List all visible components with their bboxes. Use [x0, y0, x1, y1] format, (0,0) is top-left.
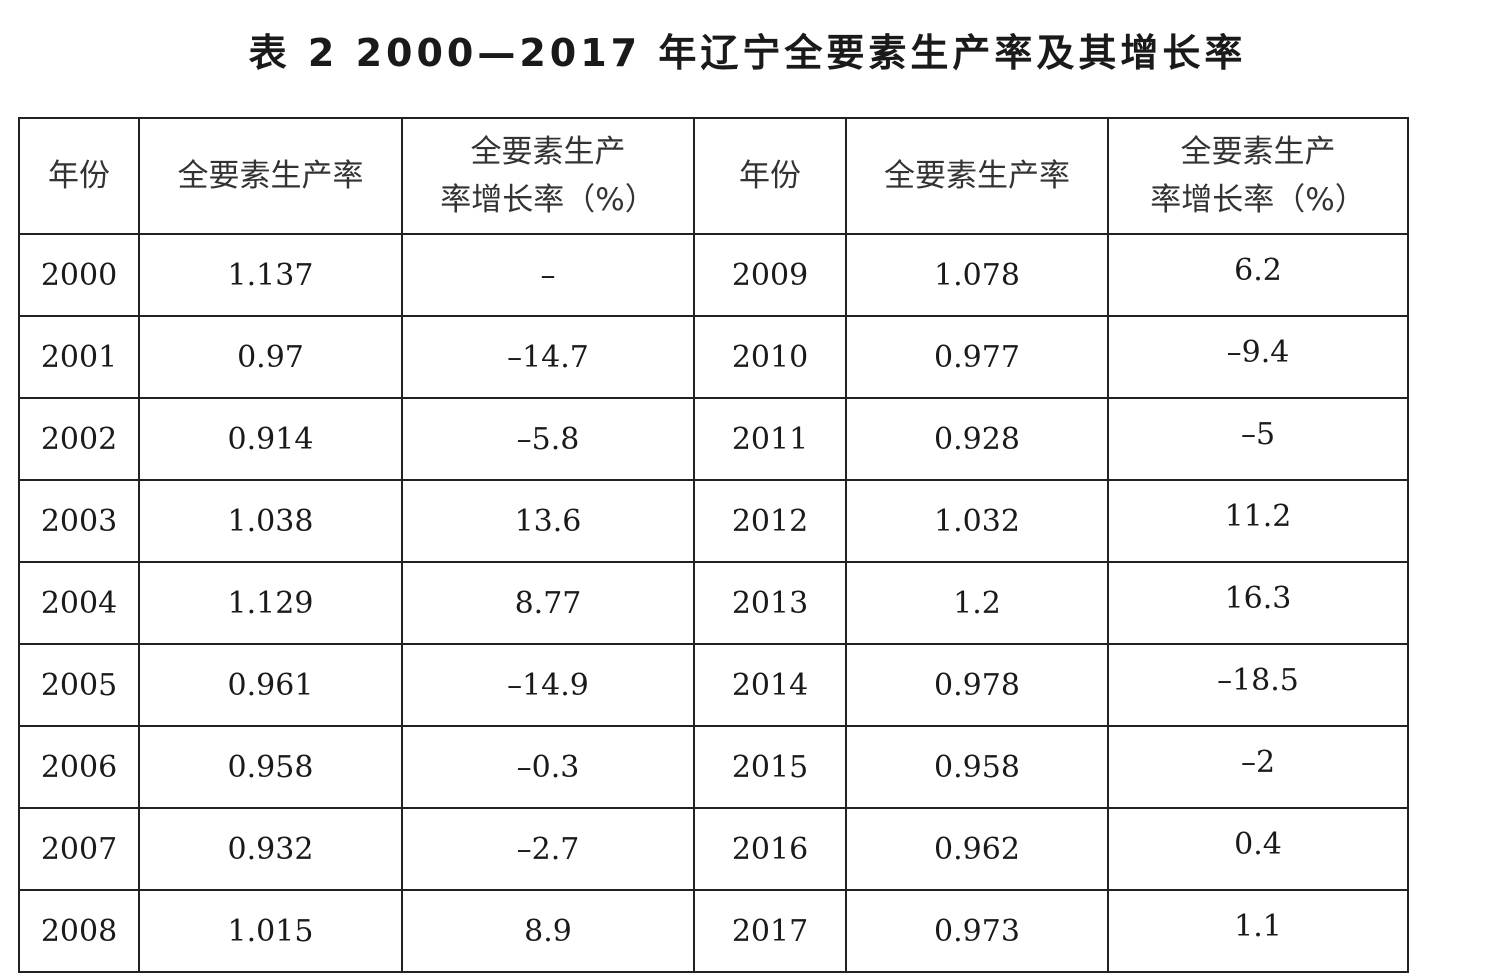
header-row: 年份 全要素生产率 全要素生产 率增长率（%） 年份 全要素生产率 全要素生产 … — [18, 117, 1409, 235]
year-cell: 2008 — [18, 889, 140, 973]
growth-cell: –14.9 — [401, 643, 695, 727]
growth-cell: –2 — [1107, 725, 1409, 809]
tfp-cell: 0.977 — [845, 315, 1109, 399]
year-cell: 2006 — [18, 725, 140, 809]
growth-cell: 8.77 — [401, 561, 695, 645]
year-cell: 2012 — [693, 479, 847, 563]
year-cell: 2002 — [18, 397, 140, 481]
year-cell: 2001 — [18, 315, 140, 399]
table-row: 2004 1.129 8.77 2013 1.2 16.3 — [18, 561, 1409, 645]
tfp-cell: 0.914 — [138, 397, 403, 481]
header-year-left: 年份 — [18, 117, 140, 235]
tfp-cell: 1.2 — [845, 561, 1109, 645]
growth-cell: 8.9 — [401, 889, 695, 973]
year-cell: 2009 — [693, 233, 847, 317]
header-growth-line1: 全要素生产 — [470, 134, 626, 170]
header-growth-line2: 率增长率（%） — [440, 182, 656, 218]
tfp-cell: 1.015 — [138, 889, 403, 973]
tfp-cell: 1.137 — [138, 233, 403, 317]
year-cell: 2004 — [18, 561, 140, 645]
tfp-cell: 0.932 — [138, 807, 403, 891]
year-cell: 2010 — [693, 315, 847, 399]
growth-cell: 16.3 — [1107, 561, 1409, 645]
tfp-cell: 0.97 — [138, 315, 403, 399]
growth-cell: –18.5 — [1107, 643, 1409, 727]
table-row: 2003 1.038 13.6 2012 1.032 11.2 — [18, 479, 1409, 563]
growth-cell: –14.7 — [401, 315, 695, 399]
tfp-cell: 1.129 — [138, 561, 403, 645]
header-year-right: 年份 — [693, 117, 847, 235]
table-row: 2002 0.914 –5.8 2011 0.928 –5 — [18, 397, 1409, 481]
table-title: 表 2 2000—2017 年辽宁全要素生产率及其增长率 — [248, 31, 1247, 75]
table-row: 2008 1.015 8.9 2017 0.973 1.1 — [18, 889, 1409, 973]
growth-cell: –0.3 — [401, 725, 695, 809]
header-growth-line1: 全要素生产 — [1180, 134, 1336, 170]
year-cell: 2017 — [693, 889, 847, 973]
year-cell: 2000 — [18, 233, 140, 317]
tfp-cell: 0.958 — [845, 725, 1109, 809]
header-tfp-left: 全要素生产率 — [138, 117, 403, 235]
year-cell: 2005 — [18, 643, 140, 727]
year-cell: 2013 — [693, 561, 847, 645]
year-cell: 2016 — [693, 807, 847, 891]
year-cell: 2007 — [18, 807, 140, 891]
growth-cell: –5.8 — [401, 397, 695, 481]
table-row: 2000 1.137 – 2009 1.078 6.2 — [18, 233, 1409, 317]
table-row: 2005 0.961 –14.9 2014 0.978 –18.5 — [18, 643, 1409, 727]
tfp-cell: 0.928 — [845, 397, 1109, 481]
tfp-cell: 0.978 — [845, 643, 1109, 727]
table-row: 2006 0.958 –0.3 2015 0.958 –2 — [18, 725, 1409, 809]
year-cell: 2011 — [693, 397, 847, 481]
growth-cell: –2.7 — [401, 807, 695, 891]
header-growth-left: 全要素生产 率增长率（%） — [401, 117, 695, 235]
tfp-table: 年份 全要素生产率 全要素生产 率增长率（%） 年份 全要素生产率 全要素生产 … — [18, 117, 1409, 973]
header-growth-right: 全要素生产 率增长率（%） — [1107, 117, 1409, 235]
year-cell: 2015 — [693, 725, 847, 809]
tfp-cell: 0.973 — [845, 889, 1109, 973]
header-tfp-right: 全要素生产率 — [845, 117, 1109, 235]
year-cell: 2014 — [693, 643, 847, 727]
tfp-cell: 1.032 — [845, 479, 1109, 563]
year-cell: 2003 — [18, 479, 140, 563]
tfp-cell: 0.962 — [845, 807, 1109, 891]
header-growth-line2: 率增长率（%） — [1150, 182, 1366, 218]
table-row: 2001 0.97 –14.7 2010 0.977 –9.4 — [18, 315, 1409, 399]
growth-cell: 11.2 — [1107, 479, 1409, 563]
table-row: 2007 0.932 –2.7 2016 0.962 0.4 — [18, 807, 1409, 891]
growth-cell: –5 — [1107, 397, 1409, 481]
tfp-cell: 0.961 — [138, 643, 403, 727]
growth-cell: 0.4 — [1107, 807, 1409, 891]
growth-cell: 6.2 — [1107, 233, 1409, 317]
tfp-cell: 0.958 — [138, 725, 403, 809]
growth-cell: 13.6 — [401, 479, 695, 563]
growth-cell: 1.1 — [1107, 889, 1409, 973]
growth-cell: – — [401, 233, 695, 317]
tfp-cell: 1.078 — [845, 233, 1109, 317]
growth-cell: –9.4 — [1107, 315, 1409, 399]
tfp-cell: 1.038 — [138, 479, 403, 563]
